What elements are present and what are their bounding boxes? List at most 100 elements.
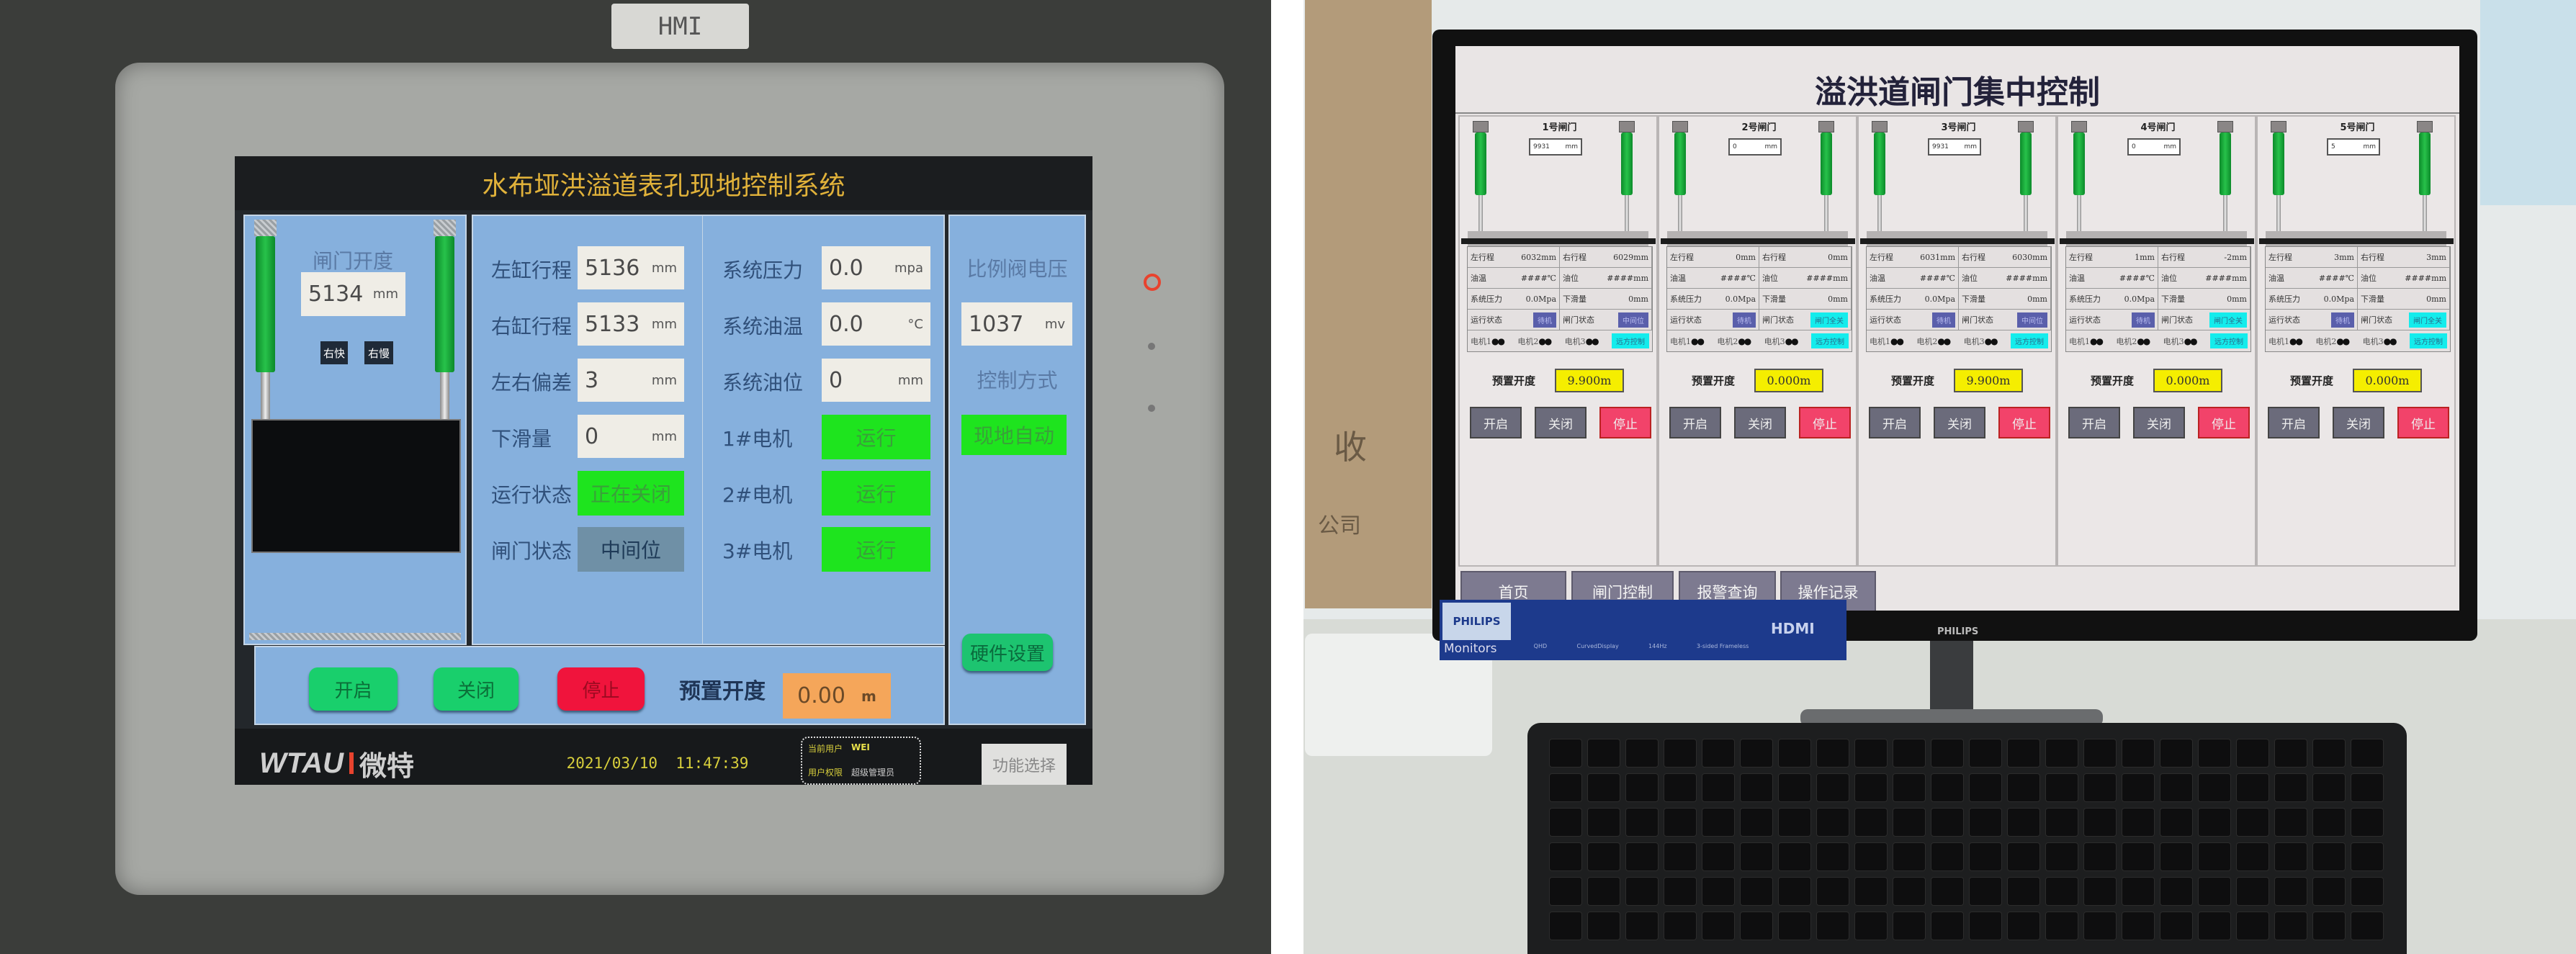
right-hmi-screen: 溢洪道闸门集中控制 1号闸门 9931 mm 左行程 6032mm 右行程 6029mm 油温… <box>1455 46 2459 611</box>
field-value: 0 mm <box>578 415 684 458</box>
close-button[interactable]: 关闭 <box>1734 407 1786 438</box>
keyboard-key <box>1854 773 1888 802</box>
open-button[interactable]: 开启 <box>2068 407 2120 438</box>
cell-value: 0.0Mpa <box>1525 294 1556 304</box>
keyboard-key <box>1816 877 1849 906</box>
keyboard-key <box>1625 773 1659 802</box>
logo-text-cn: 微特 <box>359 750 415 782</box>
preset-opening-input[interactable]: 0.000m <box>2353 369 2422 392</box>
keyboard-key <box>1854 842 1888 871</box>
close-button[interactable]: 关闭 <box>2333 407 2384 438</box>
cylinder-cap <box>1672 121 1688 132</box>
preset-opening-input[interactable]: 9.900m <box>1555 369 1624 392</box>
stop-button[interactable]: 停止 <box>1998 407 2050 438</box>
table-row: 系统压力 0.0Mpa 下滑量 0mm <box>1468 289 1652 310</box>
keyboard-key <box>2236 842 2269 871</box>
gate-opening-unit: mm <box>1764 143 1777 150</box>
open-button[interactable]: 开启 <box>1869 407 1921 438</box>
power-icon[interactable] <box>1144 274 1161 291</box>
piston-rod-right <box>440 372 449 419</box>
piston-rod <box>1625 195 1629 231</box>
motor-status: 电机1●● <box>2069 336 2104 347</box>
stop-button[interactable]: 停止 <box>1599 407 1651 438</box>
keyboard-key <box>1625 842 1659 871</box>
gate-opening-value: 5 <box>2331 143 2335 150</box>
motor-label: 电机1 <box>1670 336 1691 346</box>
gate-data-table: 左行程 6031mm 右行程 6030mm 油温 ####℃ 油位 ####mm 系统压力 0.0… <box>1866 246 2052 352</box>
keyboard-key <box>1625 912 1659 940</box>
field-label: 系统油位 <box>722 371 804 395</box>
preset-opening-input[interactable]: 0.00 m <box>783 673 891 719</box>
keyboard-key <box>1664 808 1697 837</box>
stop-button[interactable]: 停止 <box>557 667 645 711</box>
keyboard-key <box>2236 739 2269 768</box>
cylinder-cap <box>1473 121 1489 132</box>
motor-status-dots-icon: ●● <box>1538 336 1552 346</box>
preset-opening-input[interactable]: 0.000m <box>1754 369 1823 392</box>
cylinder-cap-left <box>254 220 277 236</box>
value-unit: mm <box>651 428 677 444</box>
keyboard-key <box>2351 773 2384 802</box>
cell-label: 运行状态 <box>2268 315 2300 325</box>
close-button[interactable]: 关闭 <box>434 667 519 711</box>
gate-state-badge: 中间位 <box>1618 312 1648 328</box>
right-slow-button[interactable]: 右慢 <box>364 341 393 364</box>
stop-button[interactable]: 停止 <box>2198 407 2250 438</box>
motor-label: 电机1 <box>1471 336 1491 346</box>
gate-divider-bar <box>1661 238 1855 244</box>
gate-state-badge: 闸门全关 <box>1810 312 1848 328</box>
piston-rod <box>2276 195 2281 231</box>
stop-button[interactable]: 停止 <box>1799 407 1851 438</box>
keyboard-key <box>1664 773 1697 802</box>
piston-rod <box>1678 195 1682 231</box>
gate-panel: 4号闸门 0 mm 左行程 1mm 右行程 -2mm 油温 ####℃ 油位 ####mm 系统压力 0… <box>2057 115 2256 567</box>
hardware-settings-button[interactable]: 硬件设置 <box>962 634 1053 671</box>
gate-panel: 2号闸门 0 mm 左行程 0mm 右行程 0mm 油温 ####℃ 油位 ####mm 系统压力 0.… <box>1658 115 1857 567</box>
keyboard-key <box>2007 773 2040 802</box>
cell-label: 油位 <box>2161 274 2177 283</box>
table-cell: 油温 ####℃ <box>1667 268 1759 288</box>
cell-label: 右行程 <box>2161 253 2185 262</box>
gate-opening-display: 5 mm <box>2327 138 2380 156</box>
preset-opening-input[interactable]: 0.000m <box>2153 369 2222 392</box>
keyboard-key <box>1816 842 1849 871</box>
right-fast-button[interactable]: 右快 <box>320 341 348 364</box>
keyboard-key <box>2045 808 2078 837</box>
motor-status: 电机3●● <box>1764 336 1799 347</box>
keyboard-key <box>1893 808 1926 837</box>
gate-opening-unit: mm <box>1565 143 1578 150</box>
preset-opening-input[interactable]: 9.900m <box>1954 369 2023 392</box>
monitor-sticker: PHILIPS Monitors QHD CurvedDisplay 144Hz… <box>1440 600 1846 660</box>
gate-opening-unit: mm <box>372 287 398 302</box>
close-button[interactable]: 关闭 <box>1535 407 1587 438</box>
stop-button[interactable]: 停止 <box>2397 407 2449 438</box>
indicator-icon <box>1148 405 1155 412</box>
cell-value: ####℃ <box>2318 273 2354 283</box>
status-indicator: 正在关闭 <box>578 471 684 516</box>
open-button[interactable]: 开启 <box>309 667 398 711</box>
gate-opening-value: 0 <box>1733 143 1737 150</box>
open-button[interactable]: 开启 <box>1470 407 1522 438</box>
cylinder <box>2419 132 2431 195</box>
logo-mark <box>349 752 354 774</box>
function-select-button[interactable]: 功能选择 <box>982 744 1067 785</box>
value-unit: mm <box>651 372 677 388</box>
wall-poster <box>2480 0 2576 205</box>
table-row: 运行状态 待机 闸门状态 闸门全关 <box>1667 310 1852 330</box>
close-button[interactable]: 关闭 <box>2133 407 2185 438</box>
cylinder-cap <box>1619 121 1635 132</box>
keyboard-key <box>2274 877 2307 906</box>
cell-value: 0.0Mpa <box>1924 294 1955 304</box>
keyboard-key <box>1931 773 1964 802</box>
open-button[interactable]: 开启 <box>1669 407 1721 438</box>
philips-logo: PHILIPS <box>1442 603 1511 640</box>
keyboard-key <box>2083 912 2117 940</box>
open-button[interactable]: 开启 <box>2268 407 2320 438</box>
keyboard-key <box>1931 912 1964 940</box>
cell-label: 系统压力 <box>1870 294 1901 304</box>
status-indicator: 运行 <box>822 415 930 459</box>
close-button[interactable]: 关闭 <box>1934 407 1985 438</box>
field-value: 0.0 °C <box>822 302 930 346</box>
keyboard-key <box>2160 773 2193 802</box>
table-cell: 下滑量 0mm <box>2158 289 2250 309</box>
